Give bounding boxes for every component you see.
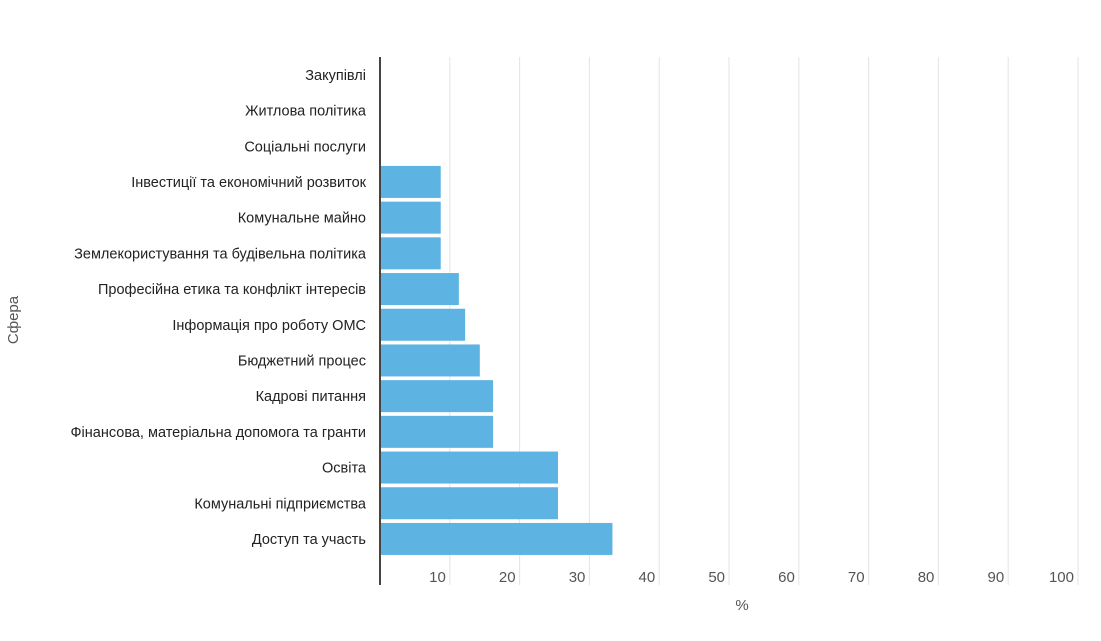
- category-label: Землекористування та будівельна політика: [74, 246, 367, 262]
- category-label: Житлова політика: [245, 104, 367, 120]
- category-label: Інформація про роботу ОМС: [172, 318, 366, 334]
- y-axis-title: Сфера: [5, 295, 22, 344]
- x-axis-title: %: [735, 597, 748, 614]
- bar: [380, 201, 441, 234]
- category-label: Комунальні підприємства: [194, 496, 367, 512]
- category-label: Соціальні послуги: [244, 139, 366, 155]
- bar: [380, 308, 466, 341]
- bar: [380, 237, 441, 270]
- x-tick-label: 40: [639, 569, 656, 586]
- x-tick-label: 20: [499, 569, 516, 586]
- category-label: Кадрові питання: [256, 389, 366, 405]
- category-label: Інвестиції та економічний розвиток: [131, 175, 366, 191]
- category-label: Освіта: [322, 461, 367, 477]
- x-tick-label: 60: [778, 569, 795, 586]
- grid-lines: [449, 57, 1079, 585]
- bar: [380, 344, 480, 377]
- x-tick-label: 80: [918, 569, 935, 586]
- x-tick-label: 30: [569, 569, 586, 586]
- category-label: Бюджетний процес: [238, 353, 366, 369]
- x-tick-label: 100: [1049, 569, 1074, 586]
- category-label: Закупівлі: [305, 68, 366, 84]
- bar: [380, 451, 558, 484]
- bar: [380, 487, 558, 520]
- x-tick-label: 90: [988, 569, 1005, 586]
- category-label: Комунальне майно: [238, 211, 366, 227]
- category-label: Професійна етика та конфлікт інтересів: [98, 282, 366, 298]
- category-label: Доступ та участь: [252, 532, 366, 548]
- bar: [380, 273, 459, 306]
- category-label: Фінансова, матеріальна допомога та грант…: [71, 425, 366, 441]
- bar: [380, 522, 613, 555]
- bar: [380, 380, 494, 413]
- bar: [380, 415, 494, 448]
- x-tick-label: 50: [708, 569, 725, 586]
- x-tick-labels: 10 20 30 40 50 60 70 80 90 100: [429, 569, 1074, 586]
- category-labels: Закупівлі Житлова політика Соціальні послу…: [71, 68, 367, 548]
- x-tick-label: 10: [429, 569, 446, 586]
- bar: [380, 165, 441, 198]
- bars: [380, 165, 613, 555]
- x-tick-label: 70: [848, 569, 865, 586]
